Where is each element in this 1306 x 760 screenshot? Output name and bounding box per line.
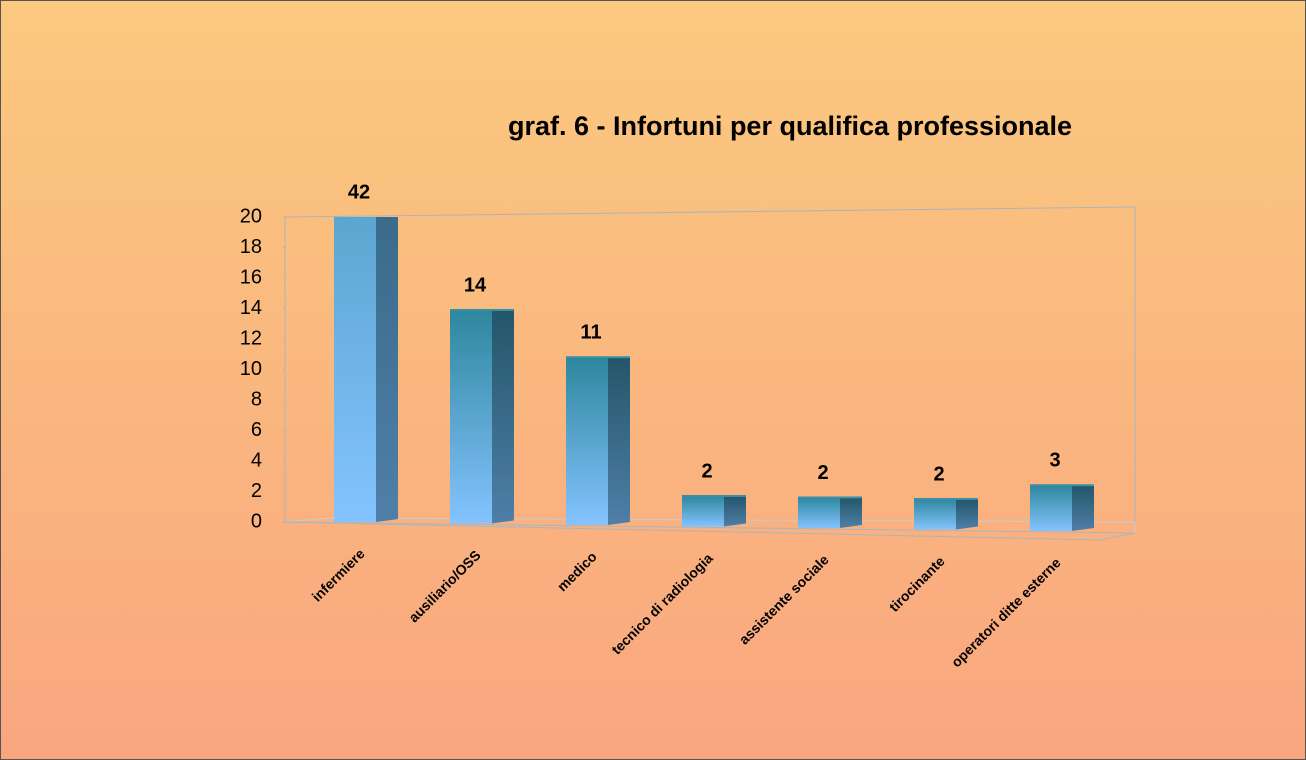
bar <box>334 217 398 522</box>
y-tick-label: 0 <box>251 510 262 532</box>
value-label: 2 <box>933 463 944 485</box>
bar-side <box>956 499 978 530</box>
bar-top <box>914 498 978 500</box>
bar <box>1030 484 1094 531</box>
bar-side <box>840 497 862 528</box>
bar <box>914 498 978 530</box>
bar-front <box>798 497 840 528</box>
bar-front <box>914 499 956 530</box>
y-tick-label: 2 <box>251 480 262 502</box>
bar <box>682 495 746 527</box>
bar <box>798 496 862 528</box>
y-tick-label: 6 <box>251 419 262 441</box>
value-label: 14 <box>464 274 487 296</box>
y-tick-label: 20 <box>240 205 262 227</box>
bar-side <box>1072 485 1094 531</box>
bar-top <box>1030 484 1094 487</box>
bar <box>450 309 514 524</box>
y-tick-label: 16 <box>240 266 262 288</box>
bar-side <box>608 357 630 525</box>
bar-top <box>798 496 862 499</box>
bar-front <box>450 310 492 524</box>
bar-front <box>1030 485 1072 531</box>
bar-front <box>334 217 376 522</box>
y-tick-label: 10 <box>240 358 262 380</box>
bar-front <box>682 496 724 527</box>
y-tick-label: 12 <box>240 327 262 349</box>
bar <box>566 356 630 525</box>
value-label: 11 <box>580 322 601 344</box>
value-label: 2 <box>817 462 828 484</box>
bar-side <box>724 496 746 527</box>
bar-side <box>492 310 514 524</box>
bar-top <box>566 356 630 359</box>
y-tick-label: 8 <box>251 388 262 410</box>
value-label: 3 <box>1049 450 1060 472</box>
value-label: 42 <box>348 181 370 203</box>
y-tick-label: 18 <box>240 236 262 258</box>
y-tick-label: 4 <box>251 449 262 471</box>
value-label: 2 <box>701 460 712 482</box>
bar-front <box>566 357 608 525</box>
chart-title: graf. 6 - Infortuni per qualifica profes… <box>508 111 1072 141</box>
bar-top <box>682 495 746 497</box>
y-tick-label: 14 <box>240 297 262 319</box>
bar-side <box>376 217 398 522</box>
bar-top <box>450 309 514 311</box>
